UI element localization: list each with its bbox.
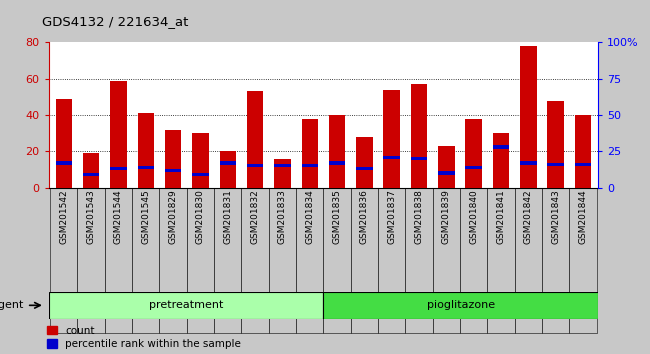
Bar — [165, 169, 181, 172]
Bar — [247, 91, 263, 188]
Bar — [384, 90, 400, 188]
Bar — [77, 188, 105, 333]
Bar — [575, 163, 591, 166]
Bar — [111, 167, 127, 170]
Bar — [159, 188, 187, 333]
Bar — [329, 161, 345, 165]
Bar — [324, 188, 351, 333]
Bar — [351, 188, 378, 333]
Bar — [302, 119, 318, 188]
Bar — [520, 46, 536, 188]
Bar — [547, 163, 564, 166]
FancyBboxPatch shape — [324, 292, 598, 319]
Bar — [241, 188, 268, 333]
Bar — [542, 188, 569, 333]
Text: pretreatment: pretreatment — [149, 300, 223, 310]
Bar — [356, 137, 372, 188]
Bar — [187, 188, 214, 333]
Bar — [493, 145, 509, 149]
Bar — [165, 130, 181, 188]
Bar — [105, 188, 132, 333]
Legend: count, percentile rank within the sample: count, percentile rank within the sample — [47, 326, 241, 349]
Bar — [83, 153, 99, 188]
Bar — [465, 166, 482, 169]
Bar — [83, 173, 99, 176]
Bar — [111, 81, 127, 188]
Bar — [493, 133, 509, 188]
Bar — [433, 188, 460, 333]
Bar — [569, 188, 597, 333]
Bar — [515, 188, 542, 333]
Bar — [50, 188, 77, 333]
Bar — [547, 101, 564, 188]
Bar — [220, 152, 236, 188]
Bar — [302, 164, 318, 167]
Bar — [575, 115, 591, 188]
Bar — [465, 119, 482, 188]
Bar — [411, 157, 427, 160]
Bar — [138, 166, 154, 169]
Bar — [356, 167, 372, 170]
Bar — [192, 173, 209, 176]
Bar — [268, 188, 296, 333]
Bar — [274, 164, 291, 167]
Bar — [138, 113, 154, 188]
Bar — [192, 133, 209, 188]
Bar — [214, 188, 241, 333]
Bar — [438, 146, 454, 188]
Text: pioglitazone: pioglitazone — [426, 300, 495, 310]
Bar — [406, 188, 433, 333]
Bar — [488, 188, 515, 333]
Bar — [520, 161, 536, 165]
Bar — [460, 188, 488, 333]
FancyBboxPatch shape — [49, 292, 324, 319]
Bar — [247, 164, 263, 167]
Bar — [438, 171, 454, 175]
Bar — [296, 188, 324, 333]
Bar — [384, 155, 400, 159]
Bar — [132, 188, 159, 333]
Text: agent: agent — [0, 300, 23, 310]
Bar — [378, 188, 406, 333]
Bar — [411, 84, 427, 188]
Bar — [329, 115, 345, 188]
Text: GDS4132 / 221634_at: GDS4132 / 221634_at — [42, 15, 188, 28]
Bar — [56, 99, 72, 188]
Bar — [220, 161, 236, 165]
Bar — [274, 159, 291, 188]
Bar — [56, 161, 72, 165]
